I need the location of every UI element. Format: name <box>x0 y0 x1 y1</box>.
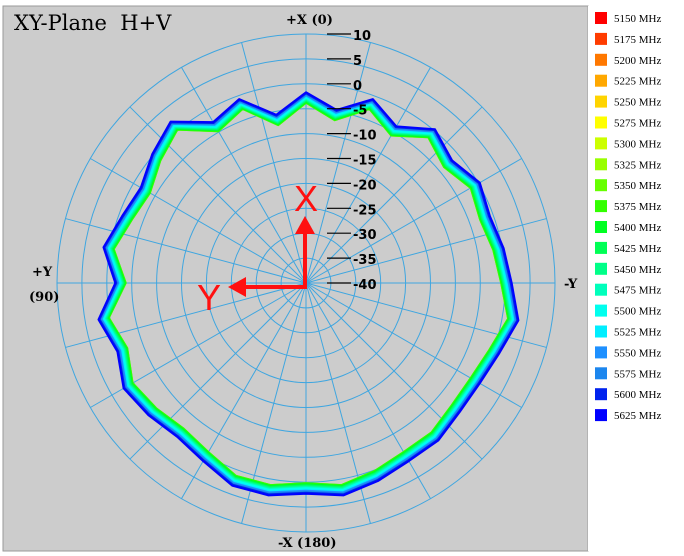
direction-label-left-angle: (90) <box>29 290 59 305</box>
legend-label: 5325 MHz <box>614 159 661 171</box>
radial-tick-labels: 10 5 0 -5 -10 -15 -20 -25 -30 -35 -40 <box>327 29 377 293</box>
grid-spoke <box>305 282 431 499</box>
legend-swatch <box>595 74 607 87</box>
legend-label: 5625 MHz <box>614 410 661 422</box>
legend-swatch <box>595 409 607 422</box>
grid-spoke <box>305 42 371 284</box>
legend-label: 5450 MHz <box>614 264 661 276</box>
legend-label: 5250 MHz <box>614 97 661 109</box>
radial-tick-label: -10 <box>353 129 377 144</box>
legend-swatch <box>595 325 607 338</box>
direction-label-bottom: -X (180) <box>278 536 337 551</box>
legend-label: 5475 MHz <box>614 285 661 297</box>
legend-label: 5300 MHz <box>614 138 661 150</box>
legend-label: 5150 MHz <box>614 13 661 25</box>
direction-label-top: +X (0) <box>286 13 333 28</box>
y-axis-arrow-head <box>228 277 246 297</box>
grid-spoke <box>129 282 307 460</box>
grid-spoke <box>90 158 307 284</box>
legend-label: 5175 MHz <box>614 34 661 46</box>
pattern-line <box>97 91 520 497</box>
radial-tick-label: 0 <box>353 79 362 94</box>
grid-spoke <box>65 282 307 348</box>
legend-swatch <box>595 95 607 108</box>
chart-panel <box>2 5 589 552</box>
legend: 5150 MHz 5175 MHz 5200 MHz 5225 MHz 5250 MHz… <box>595 12 661 422</box>
legend-label: 5575 MHz <box>614 368 661 380</box>
grid-spoke <box>305 282 483 460</box>
legend-swatch <box>595 346 607 359</box>
legend-swatch <box>595 304 607 317</box>
direction-label-right: -Y <box>564 277 578 292</box>
legend-label: 5550 MHz <box>614 347 661 359</box>
radial-tick-label: -20 <box>353 178 377 193</box>
x-axis-arrow-head <box>295 216 315 234</box>
radial-tick-label: 10 <box>353 29 371 44</box>
direction-label-left: +Y <box>32 265 53 280</box>
axis-overlay: X Y <box>197 178 318 318</box>
grid-spoke <box>241 42 307 284</box>
legend-swatch <box>595 262 607 275</box>
legend-swatch <box>595 200 607 213</box>
radial-tick-label: 5 <box>353 54 362 69</box>
legend-swatch <box>595 283 607 296</box>
legend-label: 5225 MHz <box>614 76 661 88</box>
legend-swatch <box>595 158 607 171</box>
legend-swatch <box>595 388 607 401</box>
legend-label: 5200 MHz <box>614 55 661 67</box>
legend-swatch <box>595 367 607 380</box>
grid-spoke <box>305 158 522 284</box>
grid-spoke <box>305 67 431 284</box>
radial-tick-label: -15 <box>353 154 377 169</box>
y-axis-letter: Y <box>197 277 221 318</box>
legend-swatch <box>595 179 607 192</box>
legend-swatch <box>595 116 607 129</box>
pattern-line <box>102 96 514 491</box>
legend-label: 5600 MHz <box>614 389 661 401</box>
grid-spoke <box>305 106 483 284</box>
legend-label: 5425 MHz <box>614 243 661 255</box>
legend-swatch <box>595 12 607 24</box>
grid-spoke <box>305 282 522 408</box>
legend-swatch <box>595 32 607 45</box>
radial-tick-label: -35 <box>353 253 377 268</box>
x-axis-letter: X <box>294 178 318 219</box>
grid-spoke <box>181 67 307 284</box>
grid-spoke <box>181 282 307 499</box>
legend-swatch <box>595 241 607 254</box>
legend-label: 5275 MHz <box>614 118 661 130</box>
legend-swatch <box>595 137 607 150</box>
legend-label: 5500 MHz <box>614 306 661 318</box>
legend-label: 5375 MHz <box>614 201 661 213</box>
legend-label: 5525 MHz <box>614 327 661 339</box>
radial-tick-label: -5 <box>353 104 367 119</box>
legend-swatch <box>595 53 607 66</box>
radial-tick-label: -30 <box>353 228 377 243</box>
chart-title: XY-Plane H+V <box>14 11 172 35</box>
radial-tick-label: -25 <box>353 203 377 218</box>
legend-label: 5400 MHz <box>614 222 661 234</box>
grid-spoke <box>65 218 307 284</box>
radial-tick-label: -40 <box>353 278 377 293</box>
legend-panel <box>588 6 680 551</box>
legend-label: 5350 MHz <box>614 180 661 192</box>
grid-spoke <box>305 218 547 284</box>
legend-swatch <box>595 221 607 233</box>
grid-spoke <box>129 106 307 284</box>
pattern-series <box>97 91 520 497</box>
